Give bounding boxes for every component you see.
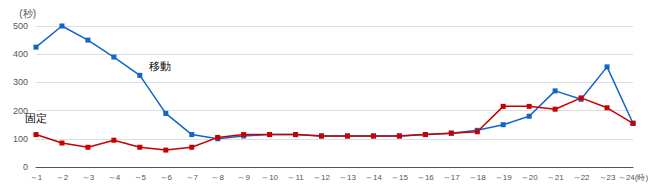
svg-text:100: 100 [13,134,28,144]
svg-text:～14: ～14 [365,173,382,182]
svg-text:(秒): (秒) [19,8,36,19]
svg-text:～4: ～4 [108,173,121,182]
svg-text:～18: ～18 [469,173,486,182]
svg-text:～10: ～10 [261,173,278,182]
svg-text:～17: ～17 [443,173,460,182]
svg-text:～24(時): ～24(時) [618,173,649,182]
svg-text:～2: ～2 [56,173,69,182]
svg-text:～1: ～1 [30,173,43,182]
svg-text:200: 200 [13,105,28,116]
svg-text:～16: ～16 [417,173,434,182]
svg-text:～23: ～23 [599,173,616,182]
svg-text:～6: ～6 [160,173,173,182]
svg-text:500: 500 [13,21,28,31]
svg-text:～15: ～15 [391,173,408,182]
svg-text:移動: 移動 [149,60,171,72]
svg-text:0: 0 [23,162,28,172]
svg-text:～7: ～7 [186,173,199,182]
svg-text:～19: ～19 [495,173,512,182]
svg-text:固定: 固定 [25,112,47,124]
svg-text:～11: ～11 [287,173,304,182]
svg-text:～20: ～20 [521,173,538,182]
svg-text:300: 300 [13,77,28,87]
svg-text:～3: ～3 [82,173,95,182]
svg-text:～8: ～8 [211,173,224,182]
svg-text:～5: ～5 [134,173,147,182]
svg-text:～13: ～13 [339,173,356,182]
svg-text:400: 400 [13,49,28,59]
svg-text:～9: ～9 [237,173,250,182]
svg-text:～21: ～21 [547,173,564,182]
svg-text:～22: ～22 [573,173,590,182]
svg-text:～12: ～12 [313,173,330,182]
